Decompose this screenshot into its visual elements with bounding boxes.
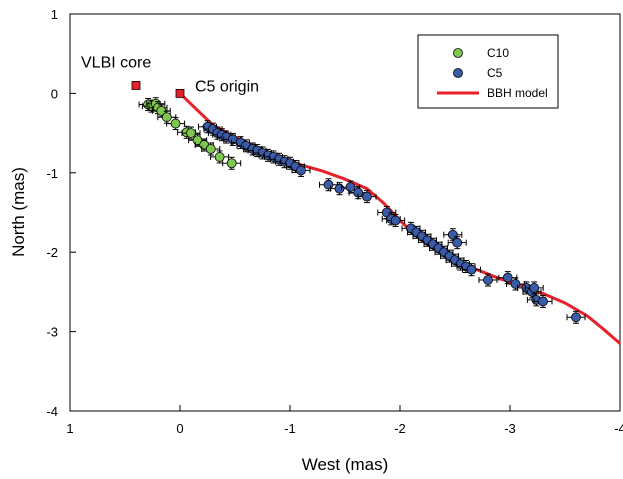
c5-point — [357, 190, 377, 204]
axes: 1 0 -1 -2 -3 -4 1 0 -1 -2 -3 -4 — [46, 7, 623, 436]
c5-marker — [334, 183, 345, 194]
c10-point — [166, 117, 186, 131]
c5-point — [533, 294, 553, 308]
c10-point — [201, 142, 221, 156]
c5-point — [462, 263, 481, 277]
y-tick-label: 0 — [51, 86, 58, 101]
legend-label: C10 — [487, 46, 509, 60]
annotation-marker — [131, 81, 141, 90]
c5-marker — [296, 165, 306, 176]
c5-point — [231, 136, 250, 150]
c10-marker — [214, 152, 225, 162]
x-tick-label: -3 — [504, 421, 516, 436]
annotations: VLBI core C5 origin — [81, 54, 259, 98]
c5-marker — [502, 272, 513, 283]
legend-marker — [453, 48, 463, 58]
y-axis-title: North (mas) — [9, 167, 28, 257]
c10-marker — [186, 128, 196, 139]
c10-point — [210, 150, 230, 164]
c5-point — [524, 281, 544, 295]
c5-marker — [538, 296, 548, 307]
legend-label: BBH model — [487, 86, 548, 100]
legend-box — [417, 34, 559, 109]
y-tick-label: -1 — [46, 166, 58, 181]
c5-marker — [390, 215, 401, 226]
c5-point — [478, 273, 498, 287]
y-tick-label: -3 — [46, 325, 58, 340]
c5-marker — [452, 237, 463, 248]
y-tick-label: 1 — [51, 7, 58, 22]
c5-marker — [510, 279, 521, 289]
c10-marker — [226, 158, 237, 169]
c5-marker — [345, 182, 356, 192]
c5-marker — [362, 191, 372, 202]
c5-marker — [483, 275, 493, 285]
x-axis-title: West (mas) — [302, 455, 389, 474]
c5-marker — [447, 229, 458, 240]
x-tick-label: 0 — [176, 421, 183, 436]
c5-marker — [571, 312, 581, 323]
annotation-marker — [175, 89, 185, 98]
y-tick-label: -4 — [46, 404, 58, 419]
c5-marker — [529, 283, 540, 293]
c10-marker — [205, 144, 216, 154]
x-tick-label: -1 — [284, 421, 296, 436]
c5-point — [291, 163, 311, 177]
y-tick-label: -2 — [46, 245, 58, 260]
legend: C10 C5 BBH model — [417, 34, 559, 109]
annotation-label: C5 origin — [195, 78, 259, 95]
c5-marker — [323, 179, 334, 190]
c5-point — [566, 310, 586, 324]
plot-frame — [69, 13, 621, 412]
data-points — [138, 97, 586, 324]
c10-marker — [161, 112, 172, 123]
legend-label: C5 — [487, 66, 503, 80]
c5-point — [330, 182, 349, 196]
legend-marker — [453, 68, 463, 78]
c10-point — [181, 126, 201, 140]
c5-point — [447, 236, 467, 250]
x-tick-label: -4 — [614, 421, 623, 436]
c10-marker — [170, 118, 181, 129]
c10-point — [222, 156, 242, 170]
c5-marker — [466, 264, 477, 275]
x-tick-label: 1 — [66, 421, 73, 436]
c5-point — [386, 213, 406, 227]
annotation-label: VLBI core — [81, 54, 151, 71]
c5-point — [223, 132, 243, 146]
x-tick-label: -2 — [394, 421, 406, 436]
